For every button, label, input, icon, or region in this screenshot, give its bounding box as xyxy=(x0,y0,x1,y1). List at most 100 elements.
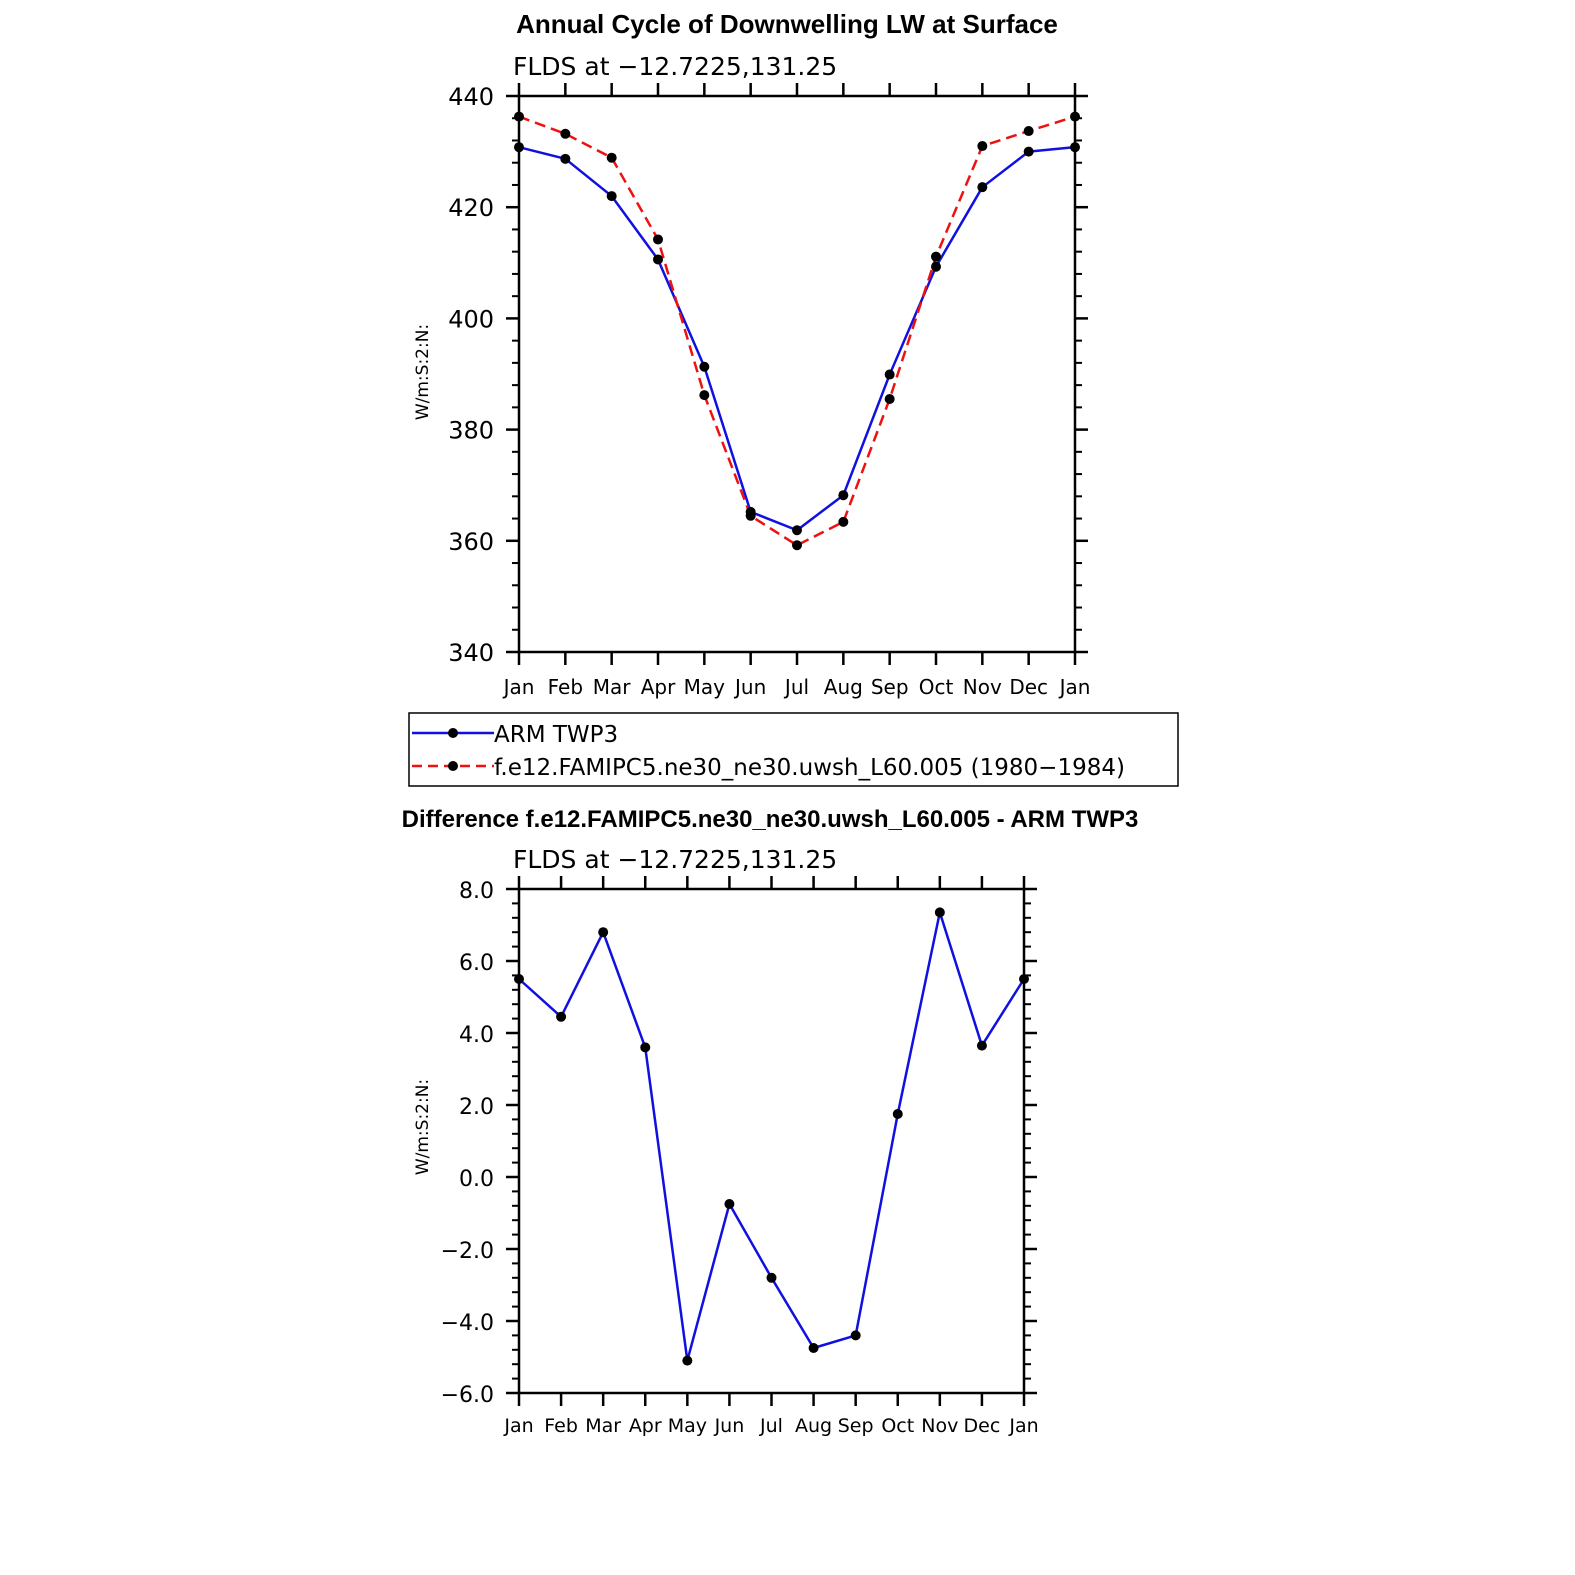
chart-subtitle: FLDS at −12.7225,131.25 xyxy=(513,52,837,81)
data-point xyxy=(653,234,663,245)
data-point xyxy=(606,191,617,202)
data-point xyxy=(653,254,663,265)
data-point xyxy=(560,153,571,164)
y-tick-label: 6.0 xyxy=(459,951,494,976)
x-tick-label: Oct xyxy=(919,675,954,699)
data-point xyxy=(766,1272,777,1283)
data-point xyxy=(838,516,849,527)
x-tick-label: Oct xyxy=(881,1415,914,1437)
data-point xyxy=(977,141,988,152)
y-tick-label: 340 xyxy=(448,639,494,667)
y-tick-label: 380 xyxy=(448,417,494,445)
data-point xyxy=(745,510,756,521)
legend: ARM TWP3 f.e12.FAMIPC5.ne30_ne30.uwsh_L6… xyxy=(408,712,1179,787)
data-point xyxy=(850,1330,861,1341)
y-tick-label: 400 xyxy=(448,305,494,333)
data-point xyxy=(560,128,571,139)
legend-marker-arm xyxy=(448,728,458,738)
data-point xyxy=(1019,974,1029,984)
chart-subtitle: FLDS at −12.7225,131.25 xyxy=(513,845,837,874)
bottom-chart: Difference f.e12.FAMIPC5.ne30_ne30.uwsh_… xyxy=(402,806,1139,1437)
y-axis-label: W/m:S:2:N: xyxy=(413,1079,433,1175)
x-tick-label: Nov xyxy=(921,1415,958,1437)
series-marks xyxy=(514,111,1080,551)
legend-box xyxy=(408,712,1179,787)
data-point xyxy=(699,361,710,372)
x-tick-label: Apr xyxy=(641,675,676,699)
legend-marker-model xyxy=(448,761,458,771)
y-axis-label: W/m:S:2:N: xyxy=(413,324,433,420)
x-tick-label: Mar xyxy=(585,1415,621,1437)
data-point xyxy=(1070,142,1080,153)
plot-frame xyxy=(517,887,1026,1395)
x-tick-label: Jul xyxy=(759,1415,783,1437)
x-tick-label: Jun xyxy=(733,675,766,699)
data-point xyxy=(976,1040,987,1051)
y-tick-label: −6.0 xyxy=(441,1383,494,1408)
data-point xyxy=(931,251,941,262)
x-tick-label: Sep xyxy=(871,675,909,699)
x-tick-label: Jul xyxy=(783,675,809,699)
data-point xyxy=(724,1199,735,1209)
x-tick-label: Sep xyxy=(838,1415,874,1437)
data-point xyxy=(606,152,617,163)
y-tick-label: 440 xyxy=(448,83,494,111)
plot-area: Jan Feb Mar Apr May Jun Jul Aug Sep Oct Nov Dec Jan 3… xyxy=(448,83,1090,699)
x-tick-label: Feb xyxy=(548,675,583,699)
data-point xyxy=(838,490,849,501)
series-line-0 xyxy=(518,145,1076,532)
data-point xyxy=(514,974,524,984)
data-point xyxy=(884,369,895,380)
y-tick-label: 0.0 xyxy=(459,1167,494,1192)
data-point xyxy=(884,394,895,405)
chart-title: Annual Cycle of Downwelling LW at Surfac… xyxy=(516,9,1058,39)
data-point xyxy=(682,1355,693,1366)
data-point xyxy=(1023,146,1034,157)
x-tick-label: May xyxy=(668,1415,707,1437)
data-point xyxy=(792,540,802,551)
x-tick-label: Jan xyxy=(503,1415,533,1437)
data-point xyxy=(514,142,524,153)
x-tick-label: Aug xyxy=(795,1415,832,1437)
plot-area: Jan Feb Mar Apr May Jun Jul Aug Sep Oct Nov Dec Jan−… xyxy=(441,876,1039,1437)
y-tick-label: 8.0 xyxy=(459,879,494,904)
y-tick-label: 360 xyxy=(448,528,494,556)
data-point xyxy=(514,111,524,122)
y-tick-label: 2.0 xyxy=(459,1095,494,1120)
x-tick-label: Jun xyxy=(714,1415,745,1437)
x-tick-label: Dec xyxy=(1009,675,1048,699)
x-tick-label: Dec xyxy=(964,1415,1001,1437)
data-point xyxy=(892,1109,903,1119)
x-tick-label: Jan xyxy=(1008,1415,1038,1437)
series-line-0 xyxy=(518,911,1026,1362)
data-point xyxy=(931,261,941,272)
data-point xyxy=(792,525,802,536)
x-tick-label: Mar xyxy=(593,675,632,699)
data-point xyxy=(556,1011,567,1022)
legend-label-arm: ARM TWP3 xyxy=(494,722,618,748)
x-tick-label: Apr xyxy=(629,1415,662,1437)
x-tick-label: Nov xyxy=(963,675,1002,699)
x-tick-label: Feb xyxy=(544,1415,578,1437)
data-point xyxy=(598,927,609,938)
y-tick-label: −2.0 xyxy=(441,1239,494,1264)
legend-label-model: f.e12.FAMIPC5.ne30_ne30.uwsh_L60.005 (19… xyxy=(494,755,1125,781)
series-marks xyxy=(514,907,1029,1366)
y-tick-label: 4.0 xyxy=(459,1023,494,1048)
y-tick-label: 420 xyxy=(448,194,494,222)
x-tick-label: May xyxy=(684,675,726,699)
y-tick-label: −4.0 xyxy=(441,1311,494,1336)
top-chart: Annual Cycle of Downwelling LW at Surfac… xyxy=(413,9,1090,699)
chart-title: Difference f.e12.FAMIPC5.ne30_ne30.uwsh_… xyxy=(402,806,1139,833)
x-tick-label: Jan xyxy=(502,675,535,699)
data-point xyxy=(1023,126,1034,137)
x-tick-label: Aug xyxy=(824,675,863,699)
x-tick-label: Jan xyxy=(1058,675,1091,699)
data-point xyxy=(699,390,710,401)
data-point xyxy=(977,182,988,193)
data-point xyxy=(808,1343,819,1353)
data-point xyxy=(640,1042,651,1053)
data-point xyxy=(934,907,945,918)
data-point xyxy=(1070,111,1080,122)
